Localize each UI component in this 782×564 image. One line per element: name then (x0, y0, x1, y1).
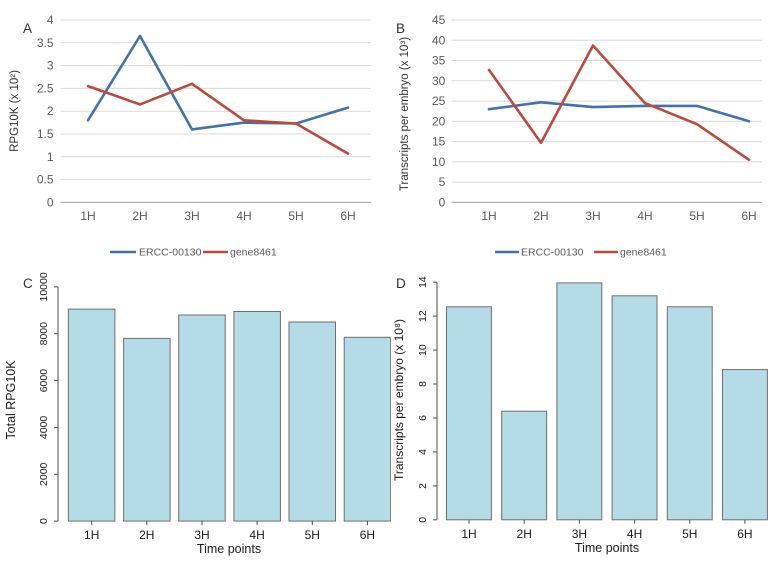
svg-text:4H: 4H (627, 527, 642, 541)
svg-text:20: 20 (432, 114, 446, 128)
svg-text:40: 40 (432, 33, 446, 47)
svg-text:3: 3 (47, 59, 54, 73)
svg-text:2.5: 2.5 (37, 81, 54, 95)
svg-text:4: 4 (417, 449, 429, 455)
svg-text:4H: 4H (637, 209, 652, 223)
svg-text:0: 0 (439, 195, 446, 209)
svg-text:35: 35 (432, 54, 446, 68)
svg-text:0: 0 (47, 195, 54, 209)
svg-text:5H: 5H (682, 527, 697, 541)
svg-text:6H: 6H (340, 209, 355, 223)
svg-text:1H: 1H (84, 528, 99, 542)
svg-text:2H: 2H (139, 528, 154, 542)
svg-text:45: 45 (432, 13, 446, 27)
svg-text:3H: 3H (194, 528, 209, 542)
svg-text:25: 25 (432, 94, 446, 108)
svg-text:4H: 4H (236, 209, 251, 223)
svg-text:2000: 2000 (38, 462, 50, 486)
svg-text:A: A (23, 21, 32, 36)
svg-text:2H: 2H (132, 209, 147, 223)
svg-text:ERCC-00130: ERCC-00130 (139, 247, 202, 259)
svg-text:Time points: Time points (575, 541, 639, 555)
svg-text:15: 15 (432, 135, 446, 149)
svg-text:5H: 5H (305, 528, 320, 542)
svg-text:4000: 4000 (38, 416, 50, 440)
svg-text:5: 5 (439, 175, 446, 189)
svg-text:C: C (23, 276, 33, 291)
svg-text:12: 12 (417, 310, 429, 322)
svg-text:8000: 8000 (38, 322, 50, 346)
svg-text:gene8461: gene8461 (620, 247, 667, 259)
svg-text:3H: 3H (572, 527, 587, 541)
svg-text:2H: 2H (517, 527, 532, 541)
svg-text:3H: 3H (184, 209, 199, 223)
svg-text:0.5: 0.5 (37, 173, 54, 187)
svg-text:10: 10 (432, 155, 446, 169)
svg-text:0: 0 (38, 518, 50, 524)
svg-text:2H: 2H (533, 209, 548, 223)
svg-text:Transcripts per embryo (x 10⁸): Transcripts per embryo (x 10⁸) (392, 319, 406, 481)
svg-text:30: 30 (432, 74, 446, 88)
svg-text:B: B (396, 21, 405, 36)
svg-text:4: 4 (47, 13, 54, 27)
svg-text:5H: 5H (689, 209, 704, 223)
svg-text:6000: 6000 (38, 369, 50, 393)
svg-text:10000: 10000 (38, 272, 50, 301)
svg-text:D: D (396, 276, 406, 291)
svg-text:2: 2 (417, 483, 429, 489)
svg-text:6H: 6H (741, 209, 756, 223)
svg-text:5H: 5H (288, 209, 303, 223)
svg-text:2: 2 (47, 104, 54, 118)
svg-text:1.5: 1.5 (37, 127, 54, 141)
svg-text:0: 0 (417, 517, 429, 523)
svg-text:1H: 1H (461, 527, 476, 541)
svg-text:gene8461: gene8461 (230, 247, 277, 259)
svg-text:3.5: 3.5 (37, 36, 54, 50)
svg-text:6: 6 (417, 415, 429, 421)
svg-text:1H: 1H (481, 209, 496, 223)
svg-text:6H: 6H (360, 528, 375, 542)
svg-text:RPG10K (x 10²): RPG10K (x 10²) (9, 70, 21, 152)
svg-text:Time points: Time points (197, 542, 261, 556)
svg-text:Total RPG10K: Total RPG10K (4, 360, 18, 440)
svg-text:8: 8 (417, 381, 429, 387)
svg-text:14: 14 (417, 276, 429, 288)
svg-text:ERCC-00130: ERCC-00130 (521, 247, 584, 259)
svg-text:6H: 6H (737, 527, 752, 541)
svg-text:Transcripts per embryo (x 10³): Transcripts per embryo (x 10³) (399, 37, 411, 191)
svg-text:3H: 3H (585, 209, 600, 223)
svg-text:1H: 1H (80, 209, 95, 223)
svg-text:1: 1 (47, 150, 54, 164)
svg-text:4H: 4H (249, 528, 264, 542)
svg-text:10: 10 (417, 344, 429, 356)
